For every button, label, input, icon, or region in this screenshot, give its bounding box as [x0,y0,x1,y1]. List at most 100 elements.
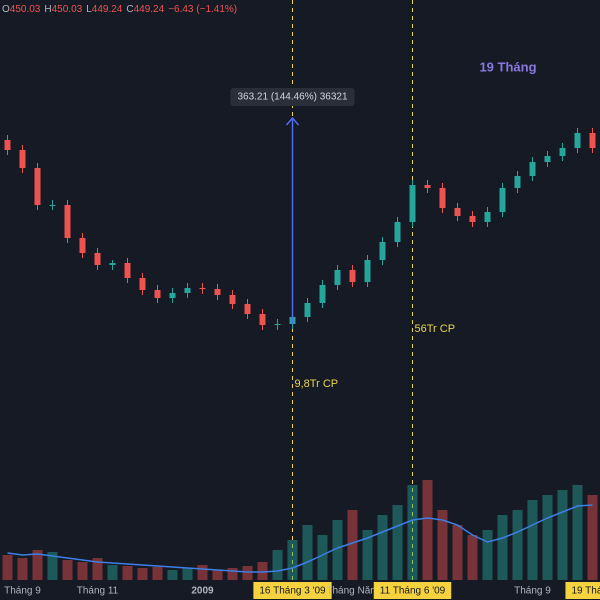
candle-body [409,185,416,222]
volume-bar [302,525,313,580]
volume-bar [137,568,148,580]
x-tick-label: Tháng 9 [4,586,41,597]
candle-body [94,253,101,265]
measure-label: 363.21 (144.46%) 36321 [237,92,348,103]
volume-bar [392,505,403,580]
candle-body [4,140,11,150]
candle-body [364,260,371,282]
candle-body [589,133,596,148]
volume-bar [452,525,463,580]
volume-bar [287,540,298,580]
ohlc-key: H [44,4,51,15]
candle-body [349,270,356,282]
candle-body [154,290,161,298]
ohlc-legend: O450.03 H450.03 L449.24 C449.24 −6.43 (−1.41… [2,4,237,15]
volume-bar [407,485,418,580]
candle-body [109,263,116,265]
x-tick-label: 11 Tháng 6 '09 [380,586,446,597]
candle-body [439,188,446,208]
x-tick-highlight [253,582,332,599]
candle-body [334,270,341,285]
candle-body [64,205,71,238]
ohlc-value: 450.03 [10,4,41,15]
candle-body [469,216,476,222]
ohlc-change: −6.43 (−1.41%) [168,4,237,15]
volume-bar [77,562,88,580]
candle-body [19,150,26,168]
candle-body [229,295,236,304]
ohlc-value: 449.24 [134,4,165,15]
candle-body [49,205,56,206]
volume-bar [182,568,193,580]
volume-bar [587,495,598,580]
candle-body [559,148,566,156]
ohlc-value: 449.24 [92,4,123,15]
candle-body [184,288,191,293]
volume-ma-line [7,504,593,573]
ohlc-value: 450.03 [52,4,83,15]
candle-body [244,304,251,314]
x-tick-highlight [565,582,600,599]
candle-body [454,208,461,216]
range-label: 19 Tháng [479,59,536,74]
measure-label-bg [230,88,355,106]
candle-body [574,133,581,148]
volume-bar [242,566,253,580]
volume-bar [482,530,493,580]
candle-body [79,238,86,253]
candle-body [214,289,221,295]
volume-bar [212,570,223,580]
volume-bar [152,567,163,580]
ohlc-key: C [126,4,133,15]
volume-bar [467,535,478,580]
candle-body [259,314,266,325]
candle-body [394,222,401,242]
volume-bar [272,550,283,580]
ohlc-key: L [86,4,92,15]
x-tick-label: Tháng Năm [326,586,378,597]
volume-bar [347,510,358,580]
candle-body [34,168,41,205]
candle-body [514,176,521,188]
annotation: 9,8Tr CP [295,378,339,390]
volume-bar [557,490,568,580]
x-tick-label: 19 Tháng [571,586,600,597]
ohlc-key: O [2,4,10,15]
measure-arrowhead [285,116,300,126]
candle-body [379,242,386,260]
volume-bar [17,558,28,580]
volume-bar [62,560,73,580]
x-tick-label: Tháng 11 [77,586,119,597]
candle-body [139,278,146,290]
candle-body [529,162,536,176]
x-tick-label: Tháng 9 [514,586,551,597]
annotation: 56Tr CP [415,323,456,335]
volume-bar [512,510,523,580]
volume-bar [107,565,118,580]
volume-bar [527,500,538,580]
volume-bar [197,565,208,580]
candle-body [274,324,281,325]
volume-bar [227,568,238,580]
candle-body [319,285,326,303]
candle-body [124,263,131,278]
volume-bar [317,535,328,580]
volume-bar [422,480,433,580]
candle-body [304,303,311,317]
x-tick-highlight [373,582,452,599]
volume-bar [47,552,58,580]
volume-bar [122,566,133,580]
candle-body [199,288,206,289]
x-tick-label: 2009 [191,586,214,597]
candle-body [484,212,491,222]
volume-bar [32,550,43,580]
candle-body [544,156,551,162]
candle-body [499,188,506,212]
volume-bar [257,562,268,580]
candle-body [424,185,431,188]
volume-bar [167,570,178,580]
x-tick-label: 16 Tháng 3 '09 [259,586,326,597]
volume-bar [542,495,553,580]
candle-body [169,293,176,298]
